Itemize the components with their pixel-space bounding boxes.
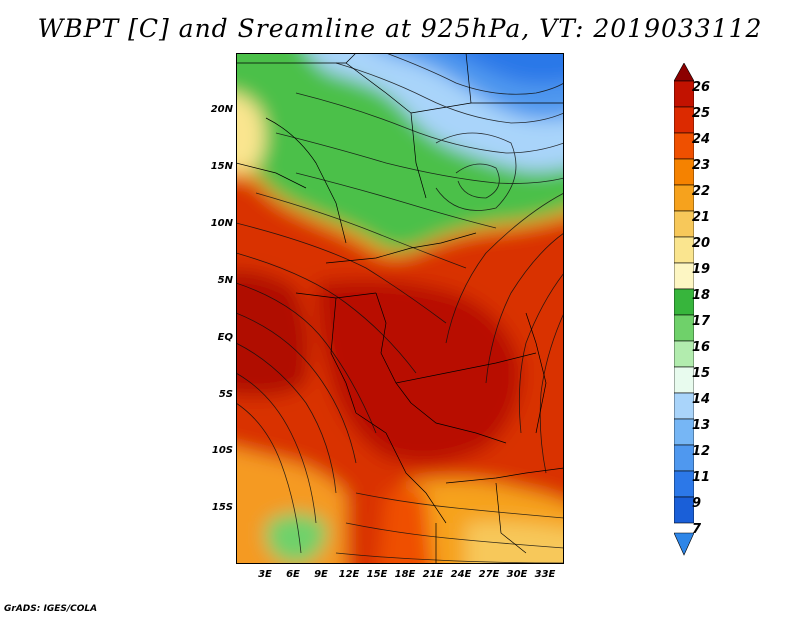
colorbar: [674, 63, 694, 556]
grads-credit: GrADS: IGES/COLA: [4, 604, 98, 614]
colorbar-box: [674, 184, 694, 212]
colorbar-box: [674, 158, 694, 186]
lat-label: 15S: [211, 502, 233, 513]
colorbar-box: [674, 210, 694, 238]
lon-label: 21E: [422, 569, 444, 580]
colorbar-top-arrow: [674, 63, 694, 82]
map-title: WBPT [C] and Sreamline at 925hPa, VT: 20…: [37, 14, 763, 43]
lat-label: EQ: [217, 332, 233, 343]
colorbar-box: [674, 288, 694, 316]
streamlines: [236, 53, 564, 564]
colorbar-label: 15: [692, 366, 711, 381]
lon-label: 9E: [314, 569, 328, 580]
colorbar-label: 13: [692, 418, 711, 433]
lon-label: 24E: [450, 569, 472, 580]
lat-label: 10S: [211, 445, 233, 456]
colorbar-label: 9: [692, 496, 702, 511]
colorbar-box: [674, 236, 694, 264]
colorbar-label: 21: [692, 210, 711, 225]
colorbar-box: [674, 470, 694, 498]
lon-label: 15E: [366, 569, 388, 580]
colorbar-label: 7: [692, 522, 702, 537]
colorbar-box: [674, 340, 694, 368]
lon-label: 12E: [338, 569, 360, 580]
lat-label: 5N: [217, 275, 233, 286]
colorbar-label: 16: [692, 340, 711, 355]
colorbar-box: [674, 80, 694, 108]
lon-label: 30E: [506, 569, 528, 580]
colorbar-box: [674, 392, 694, 420]
temperature-field: [236, 53, 564, 564]
colorbar-label: 25: [692, 106, 711, 121]
lon-label: 27E: [478, 569, 500, 580]
colorbar-label: 11: [692, 470, 711, 485]
colorbar-box: [674, 106, 694, 134]
colorbar-bottom-arrow: [674, 532, 694, 556]
lon-label: 33E: [534, 569, 556, 580]
country-borders: [236, 53, 564, 564]
colorbar-box: [674, 418, 694, 446]
colorbar-label: 24: [692, 132, 711, 147]
colorbar-box: [674, 314, 694, 342]
colorbar-label: 14: [692, 392, 711, 407]
colorbar-box: [674, 262, 694, 290]
colorbar-boxes: [674, 80, 694, 524]
colorbar-label: 18: [692, 288, 711, 303]
lon-label: 6E: [286, 569, 300, 580]
colorbar-box: [674, 366, 694, 394]
lat-label: 15N: [210, 161, 233, 172]
colorbar-box: [674, 132, 694, 160]
colorbar-label: 20: [692, 236, 711, 251]
wbpt-streamline-map: [236, 53, 564, 564]
lat-label: 10N: [210, 218, 233, 229]
lat-label: 5S: [218, 389, 233, 400]
colorbar-label: 26: [692, 80, 711, 95]
colorbar-label: 23: [692, 158, 711, 173]
colorbar-box: [674, 496, 694, 524]
colorbar-box: [674, 444, 694, 472]
lon-label: 3E: [258, 569, 272, 580]
colorbar-label: 17: [692, 314, 711, 329]
colorbar-label: 22: [692, 184, 711, 199]
lon-label: 18E: [394, 569, 416, 580]
colorbar-label: 19: [692, 262, 711, 277]
colorbar-label: 12: [692, 444, 711, 459]
lat-label: 20N: [210, 104, 233, 115]
